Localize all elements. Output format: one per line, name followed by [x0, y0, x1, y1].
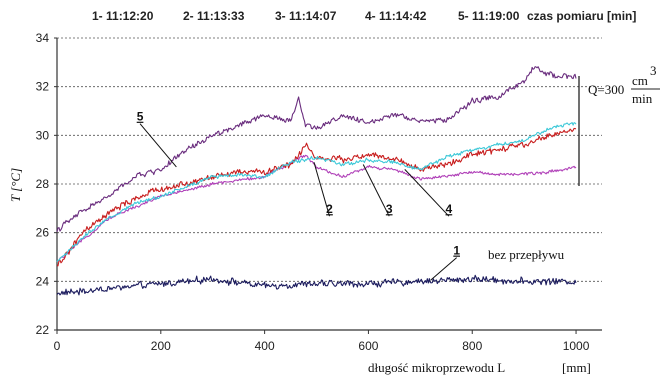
header-time-2: 2- 11:13:33: [183, 9, 245, 23]
series-line-3: [56, 122, 577, 263]
y-tick-label: 24: [36, 274, 50, 288]
x-tick-label: 200: [151, 339, 171, 353]
header-time-1: 1- 11:12:20: [92, 9, 154, 23]
series-label-5: 5: [137, 110, 144, 124]
header-time-5: 5- 11:19:00: [458, 9, 520, 23]
x-axis-label: długość mikroprzewodu L: [368, 360, 505, 375]
y-tick-label: 30: [36, 128, 50, 142]
series-label-pointer-5: [139, 123, 177, 168]
x-tick-label: 800: [462, 339, 482, 353]
series-line-2: [56, 127, 577, 267]
measurement-times-header: 1- 11:12:20 2- 11:13:33 3- 11:14:07 4- 1…: [92, 9, 636, 23]
y-tick-label: 28: [36, 177, 50, 191]
y-tick-label: 26: [36, 226, 50, 240]
x-axis-unit: [mm]: [562, 360, 591, 375]
series-label-4: 4: [446, 202, 453, 216]
y-axis-label: T [°C]: [8, 168, 23, 202]
flow-numerator: cm: [632, 73, 648, 88]
no-flow-label: bez przepływu: [488, 247, 565, 262]
x-tick-label: 600: [358, 339, 378, 353]
header-time-4: 4- 11:14:42: [365, 9, 427, 23]
series-line-4: [56, 154, 577, 262]
series-label-pointer-1: [430, 257, 457, 281]
header-unit-label: czas pomiaru [min]: [527, 9, 636, 23]
series-labels: 1 2 3 4 5: [137, 110, 460, 281]
header-time-3: 3- 11:14:07: [275, 9, 337, 23]
series-label-pointer-2: [313, 161, 330, 217]
flow-exponent: 3: [650, 63, 657, 78]
series-label-3: 3: [386, 202, 393, 216]
x-tick-label: 0: [54, 339, 61, 353]
series-label-2: 2: [326, 202, 333, 216]
series-line-1: [56, 274, 577, 296]
flow-annotation: Q=300 cm 3 min: [578, 63, 660, 186]
flow-denominator: min: [632, 91, 653, 106]
series-label-1: 1: [453, 244, 460, 258]
series-label-pointer-3: [362, 164, 390, 217]
x-tick-label: 1000: [563, 339, 590, 353]
y-tick-label: 22: [36, 323, 50, 337]
y-tick-label: 32: [36, 80, 50, 94]
series-group: [56, 66, 577, 296]
y-tick-label: 34: [36, 31, 50, 45]
x-tick-label: 400: [255, 339, 275, 353]
series-label-pointer-4: [404, 169, 450, 217]
flow-prefix: Q=300: [588, 82, 624, 97]
series-line-5: [56, 66, 577, 233]
